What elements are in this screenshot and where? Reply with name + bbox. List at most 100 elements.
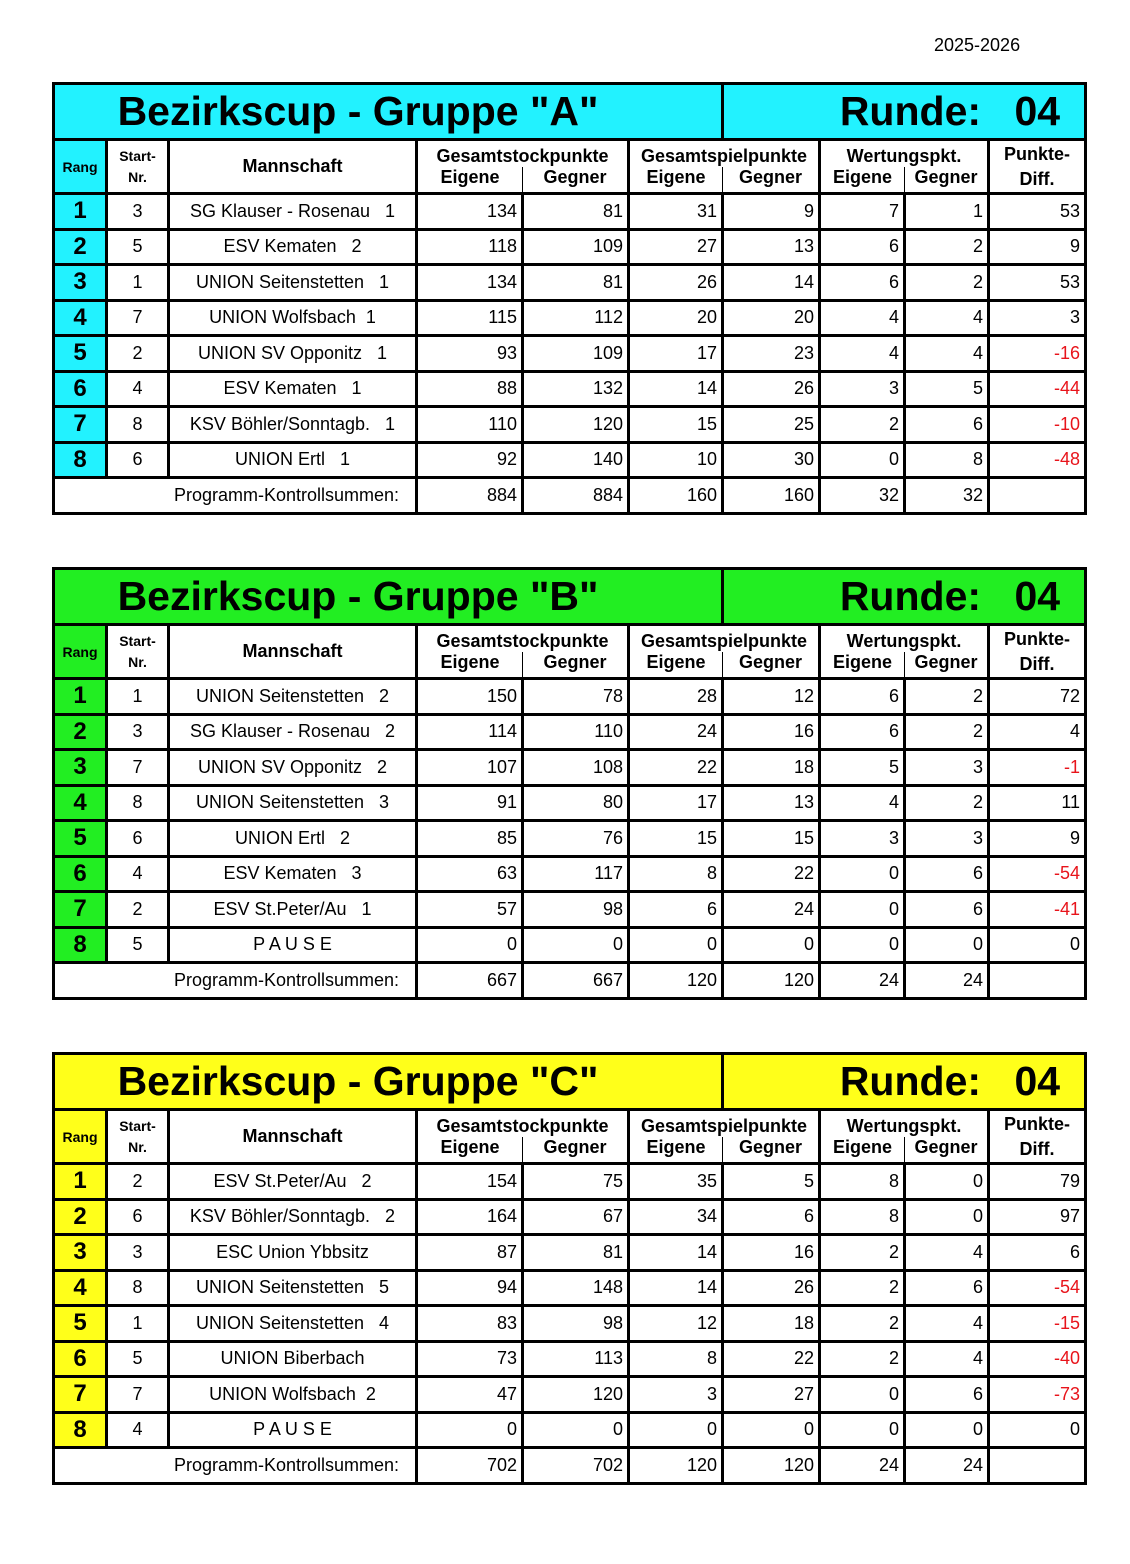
- cell-stock-eigene: 110: [415, 405, 524, 444]
- table-row: 8 6 UNION Ertl 1 92 140 10 30 0 8 -48: [52, 440, 1088, 479]
- cell-team-name: ESV St.Peter/Au 1: [167, 890, 418, 929]
- cell-team-name: ESV Kematen 1: [167, 369, 418, 408]
- header-diff-line1: Punkte-: [1004, 628, 1071, 649]
- header-mannschaft: Mannschaft: [167, 623, 418, 680]
- cell-punkte-diff: -16: [987, 334, 1088, 373]
- subheader-gegner: Gegner: [722, 652, 822, 680]
- cell-start-nr: 8: [105, 783, 170, 822]
- cell-stock-gegner: 148: [521, 1268, 630, 1307]
- table-row: 6 5 UNION Biberbach 73 113 8 22 2 4 -40: [52, 1339, 1088, 1378]
- cell-stock-eigene: 63: [415, 854, 524, 893]
- cell-wertung-eigene: 6: [818, 712, 907, 751]
- cell-stock-eigene: 134: [415, 263, 524, 302]
- cell-start-nr: 2: [105, 334, 170, 373]
- sum-value: 160: [626, 476, 725, 515]
- group-title-row: Bezirkscup - Gruppe "C" Runde: 04: [51, 1052, 1088, 1111]
- cell-spiel-gegner: 15: [721, 819, 822, 858]
- header-diff-line2: Diff.: [1019, 653, 1055, 674]
- cell-stock-eigene: 118: [415, 227, 524, 266]
- round-indicator: Runde: 04: [721, 1052, 1088, 1111]
- cell-stock-gegner: 75: [521, 1162, 630, 1201]
- round-number: 04: [1014, 88, 1061, 134]
- table-row: 2 5 ESV Kematen 2 118 109 27 13 6 2 9: [52, 227, 1088, 266]
- subheader-row: Eigene Gegner Eigene Gegner Eigene Gegner: [54, 652, 1086, 680]
- cell-start-nr: 3: [105, 712, 170, 751]
- cell-spiel-gegner: 13: [721, 783, 822, 822]
- cell-start-nr: 6: [105, 440, 170, 479]
- group-title: Bezirkscup - Gruppe "A": [51, 82, 725, 141]
- cell-spiel-gegner: 26: [721, 369, 822, 408]
- cell-stock-eigene: 57: [415, 890, 524, 929]
- cell-spiel-gegner: 25: [721, 405, 822, 444]
- header-punkte-diff: Punkte- Diff.: [987, 1108, 1088, 1165]
- table-row: 7 8 KSV Böhler/Sonntagb. 1 110 120 15 25 2 6 -10: [52, 405, 1088, 444]
- sum-value: 702: [415, 1446, 524, 1485]
- cell-spiel-gegner: 12: [721, 677, 822, 716]
- cell-punkte-diff: 0: [987, 1410, 1088, 1449]
- table-row: 3 3 ESC Union Ybbsitz 87 81 14 16 2 4 6: [52, 1233, 1088, 1272]
- table-row: 5 1 UNION Seitenstetten 4 83 98 12 18 2 4 -15: [52, 1304, 1088, 1343]
- cell-spiel-gegner: 22: [721, 1339, 822, 1378]
- cell-spiel-gegner: 0: [721, 925, 822, 964]
- cell-punkte-diff: -44: [987, 369, 1088, 408]
- cell-punkte-diff: 0: [987, 925, 1088, 964]
- cell-punkte-diff: 97: [987, 1197, 1088, 1236]
- sum-row: Programm-Kontrollsummen: 884 884 160 160 32 32: [52, 476, 1088, 515]
- cell-wertung-eigene: 0: [818, 1375, 907, 1414]
- cell-rank: 3: [52, 748, 108, 787]
- cell-wertung-eigene: 5: [818, 748, 907, 787]
- table-row: 4 7 UNION Wolfsbach 1 115 112 20 20 4 4 3: [52, 298, 1088, 337]
- header-spielpunkte: Gesamtspielpunkte: [626, 1108, 822, 1137]
- cell-team-name: UNION SV Opponitz 2: [167, 748, 418, 787]
- sum-value: 24: [818, 961, 907, 1000]
- cell-wertung-eigene: 0: [818, 890, 907, 929]
- sum-value: 667: [521, 961, 630, 1000]
- season-label: 2025-2026: [934, 35, 1021, 55]
- cell-wertung-eigene: 2: [818, 1268, 907, 1307]
- cell-start-nr: 7: [105, 748, 170, 787]
- cell-spiel-gegner: 27: [721, 1375, 822, 1414]
- group-table: Bezirkscup - Gruppe "C" Runde: 04 Rang Star…: [51, 1052, 1088, 1485]
- cell-team-name: SG Klauser - Rosenau 1: [167, 192, 418, 231]
- sum-row: Programm-Kontrollsummen: 702 702 120 120 24 24: [52, 1446, 1088, 1485]
- cell-spiel-gegner: 14: [721, 263, 822, 302]
- header-start-nr: Start- Nr.: [105, 138, 170, 195]
- header-diff-line2: Diff.: [1019, 168, 1055, 189]
- header-stockpunkte: Gesamtstockpunkte: [415, 1108, 630, 1137]
- cell-start-nr: 2: [105, 1162, 170, 1201]
- table-row: 4 8 UNION Seitenstetten 5 94 148 14 26 2 6 -54: [52, 1268, 1088, 1307]
- cell-wertung-gegner: 6: [903, 1268, 991, 1307]
- subheader-eigene: Eigene: [415, 1137, 523, 1165]
- sum-value: 120: [721, 1446, 822, 1485]
- cell-stock-eigene: 88: [415, 369, 524, 408]
- cell-spiel-eigene: 14: [626, 1233, 725, 1272]
- cell-spiel-eigene: 14: [626, 369, 725, 408]
- cell-rank: 7: [52, 1375, 108, 1414]
- cell-spiel-eigene: 8: [626, 1339, 725, 1378]
- cell-spiel-gegner: 18: [721, 1304, 822, 1343]
- cell-rank: 5: [52, 334, 108, 373]
- header-mannschaft: Mannschaft: [167, 1108, 418, 1165]
- cell-stock-eigene: 47: [415, 1375, 524, 1414]
- cell-spiel-gegner: 6: [721, 1197, 822, 1236]
- header-wertungspunkte: Wertungspkt.: [818, 138, 991, 167]
- cell-rank: 4: [52, 1268, 108, 1307]
- sum-value: 884: [521, 476, 630, 515]
- cell-stock-gegner: 140: [521, 440, 630, 479]
- cell-wertung-eigene: 4: [818, 334, 907, 373]
- subheader-eigene: Eigene: [818, 167, 906, 195]
- header-punkte-diff: Punkte- Diff.: [987, 623, 1088, 680]
- cell-rank: 5: [52, 819, 108, 858]
- cell-start-nr: 4: [105, 369, 170, 408]
- cell-stock-eigene: 150: [415, 677, 524, 716]
- cell-wertung-eigene: 2: [818, 1304, 907, 1343]
- cell-stock-gegner: 120: [521, 405, 630, 444]
- cell-punkte-diff: -10: [987, 405, 1088, 444]
- table-row: 7 7 UNION Wolfsbach 2 47 120 3 27 0 6 -73: [52, 1375, 1088, 1414]
- cell-start-nr: 1: [105, 1304, 170, 1343]
- cell-spiel-eigene: 31: [626, 192, 725, 231]
- cell-spiel-eigene: 15: [626, 405, 725, 444]
- header-wertungspunkte: Wertungspkt.: [818, 623, 991, 652]
- cell-team-name: UNION Biberbach: [167, 1339, 418, 1378]
